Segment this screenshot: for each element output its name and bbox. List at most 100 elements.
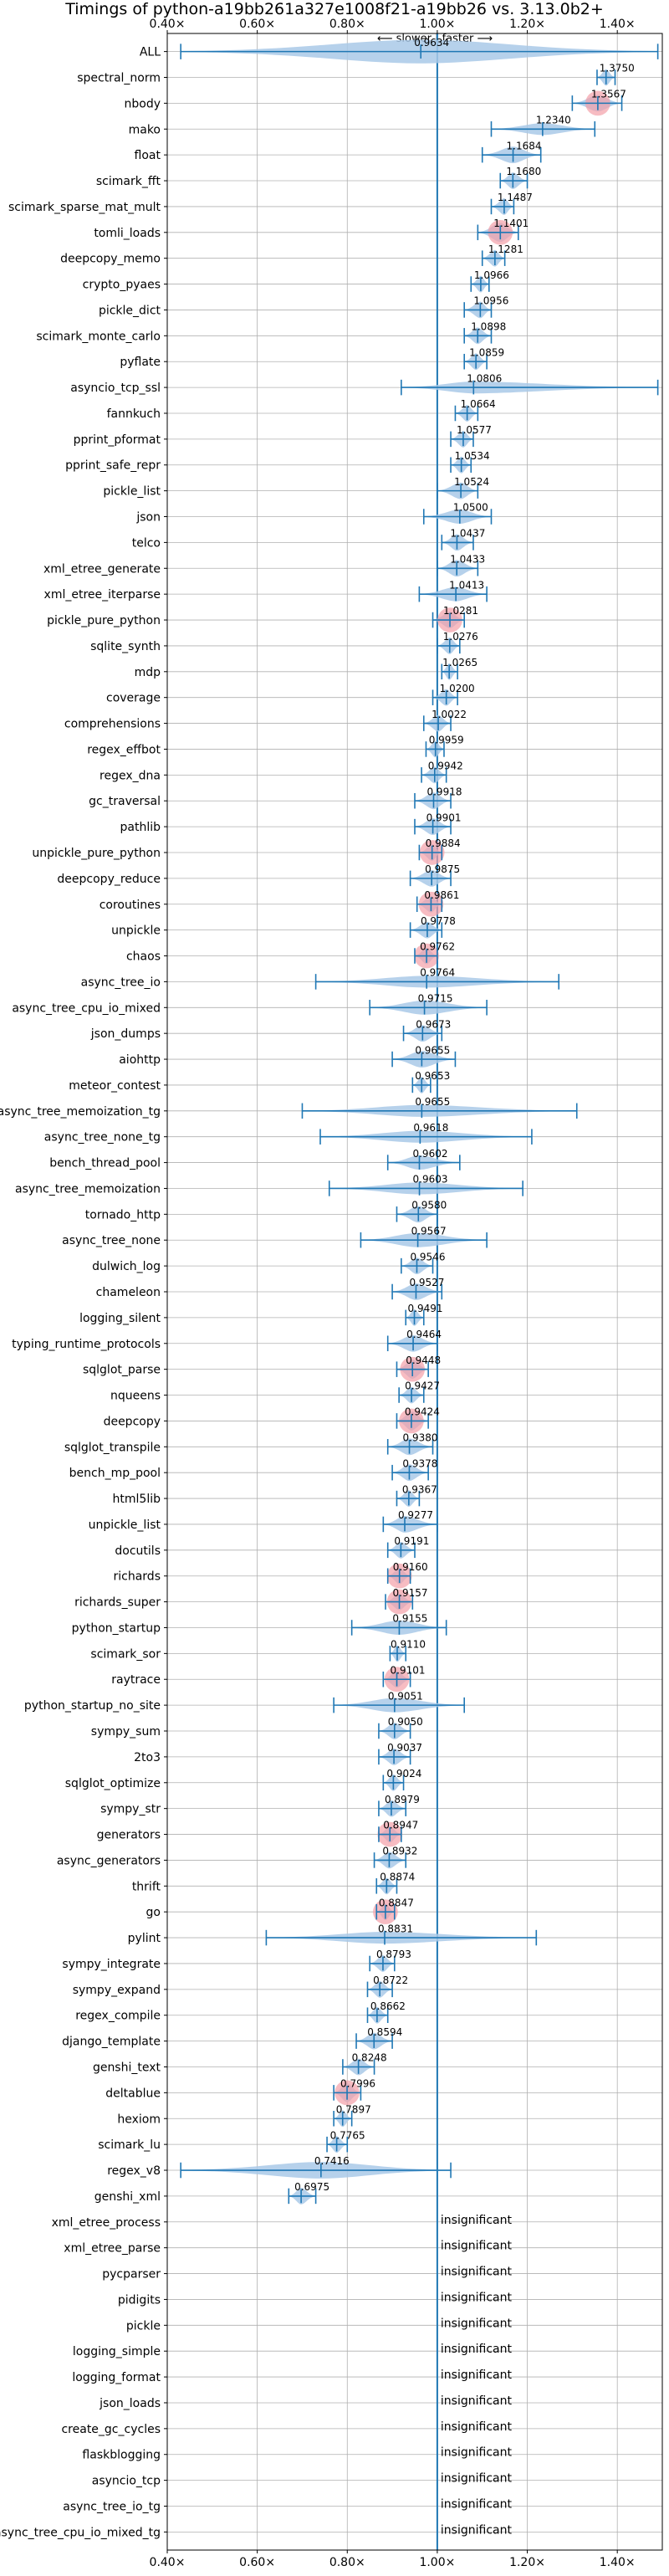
value-annotations: 0.9634 1.3750 1.3567 1.2340 1.1684 1.1680 1.14… <box>294 37 635 2538</box>
category-label: asyncio_tcp_ssl <box>70 382 161 395</box>
category-label: float <box>135 149 161 162</box>
value-annotation: 0.9634 <box>414 37 449 49</box>
value-annotation: 1.0534 <box>455 450 490 462</box>
category-label: sqlglot_optimize <box>65 1777 161 1790</box>
value-annotation: 1.0966 <box>474 269 509 281</box>
category-label: unpickle_list <box>89 1518 161 1532</box>
category-label: json <box>135 511 161 525</box>
value-annotation: 0.9110 <box>391 1639 426 1651</box>
category-label: pyflate <box>120 356 161 369</box>
category-label: html5lib <box>113 1493 161 1506</box>
category-label: logging_silent <box>79 1312 161 1325</box>
category-label: regex_compile <box>75 2010 161 2023</box>
category-label: async_tree_none_tg <box>44 1131 161 1145</box>
value-annotation: 0.9959 <box>429 735 464 746</box>
value-annotation: 0.9160 <box>393 1561 428 1573</box>
category-label: pickle <box>126 2319 161 2333</box>
category-label: async_tree_io <box>81 976 161 989</box>
value-annotation: 1.1680 <box>506 166 541 177</box>
insignificant-label: insignificant <box>441 2523 513 2537</box>
insignificant-label: insignificant <box>441 2497 513 2511</box>
value-annotation: 0.8874 <box>380 1872 415 1883</box>
value-annotation: 0.9918 <box>426 786 462 797</box>
category-label: xml_etree_generate <box>43 562 161 576</box>
category-label: async_generators <box>57 1854 161 1867</box>
category-label: unpickle <box>111 924 161 938</box>
value-annotation: 1.3750 <box>600 63 635 74</box>
insignificant-label: insignificant <box>441 2291 513 2304</box>
category-label: regex_v8 <box>107 2164 161 2178</box>
category-label: deepcopy <box>104 1415 161 1428</box>
insignificant-label: insignificant <box>441 2446 513 2460</box>
value-annotation: 0.9191 <box>394 1535 429 1547</box>
category-label: bench_thread_pool <box>49 1157 161 1170</box>
value-annotation: 0.9050 <box>388 1716 423 1728</box>
category-label: sympy_sum <box>91 1725 161 1739</box>
value-annotation: 0.9157 <box>393 1587 428 1599</box>
category-label: pidigits <box>118 2293 161 2307</box>
category-label: scimark_monte_carlo <box>36 330 161 343</box>
category-label: xml_etree_parse <box>64 2242 161 2256</box>
tick-label-top: 1.00× <box>419 18 455 31</box>
value-annotation: 0.9024 <box>386 1768 421 1780</box>
value-annotation: 1.0413 <box>449 579 484 591</box>
value-annotation: 0.8947 <box>383 1820 418 1831</box>
value-annotation: 1.0859 <box>469 346 504 358</box>
category-label: regex_effbot <box>87 743 161 756</box>
value-annotation: 0.9875 <box>425 863 460 875</box>
category-label: richards <box>114 1570 161 1584</box>
category-label: 2to3 <box>134 1751 161 1764</box>
insignificant-label: insignificant <box>441 2472 513 2486</box>
category-label: mako <box>129 123 161 136</box>
value-annotation: 0.8979 <box>385 1794 420 1805</box>
category-label: logging_simple <box>73 2345 161 2358</box>
value-annotation: 1.0200 <box>440 683 475 694</box>
value-annotation: 0.8847 <box>379 1897 414 1908</box>
category-label: richards_super <box>74 1596 161 1610</box>
category-label: chaos <box>126 950 161 964</box>
category-label: genshi_text <box>93 2061 161 2074</box>
value-annotation: 0.9277 <box>398 1509 433 1521</box>
value-annotation: 0.9464 <box>406 1329 442 1340</box>
category-label: scimark_sor <box>90 1647 161 1661</box>
value-annotation: 1.0577 <box>457 424 492 436</box>
tick-label-bottom: 0.40× <box>150 2556 186 2569</box>
value-annotation: 1.0022 <box>432 709 467 720</box>
category-label: ALL <box>140 46 161 59</box>
tick-label-top: 0.60× <box>239 18 275 31</box>
value-annotation: 1.1684 <box>507 140 542 151</box>
category-label: sympy_integrate <box>62 1958 161 1971</box>
category-label: asyncio_tcp <box>92 2475 161 2488</box>
category-label: dulwich_log <box>92 1260 161 1273</box>
category-label: deltablue <box>105 2087 161 2100</box>
category-label: unpickle_pure_python <box>32 847 161 860</box>
value-annotation: 1.1281 <box>488 243 523 255</box>
tick-label-top: 1.20× <box>509 18 545 31</box>
value-annotation: 0.9367 <box>402 1483 437 1495</box>
value-annotation: 1.0524 <box>454 476 489 488</box>
category-label: fannkuch <box>107 407 161 421</box>
category-label: telco <box>132 536 161 550</box>
tick-label-top: 0.40× <box>150 18 186 31</box>
value-annotation: 1.0664 <box>461 398 496 410</box>
category-label: async_tree_cpu_io_mixed_tg <box>0 2526 161 2539</box>
category-label: xml_etree_iterparse <box>44 588 161 602</box>
value-annotation: 1.0956 <box>473 295 508 307</box>
value-annotation: 0.7996 <box>340 2078 375 2090</box>
value-annotation: 0.9380 <box>403 1432 438 1444</box>
value-annotation: 0.9655 <box>415 1044 450 1056</box>
tick-label-top: 1.40× <box>600 18 636 31</box>
chart-title: Timings of python-a19bb261a327e1008f21-a… <box>64 0 604 18</box>
category-label: pickle_pure_python <box>47 614 161 627</box>
value-annotation: 0.7765 <box>330 2129 365 2141</box>
category-label: generators <box>97 1829 161 1842</box>
category-label: json_loads <box>99 2397 161 2410</box>
tick-label-bottom: 1.40× <box>600 2556 636 2569</box>
category-label: chameleon <box>96 1286 161 1299</box>
category-label: sympy_expand <box>73 1984 161 1997</box>
category-label: create_gc_cycles <box>61 2423 161 2436</box>
value-annotation: 0.9424 <box>405 1406 440 1418</box>
category-label: spectral_norm <box>77 72 161 85</box>
category-label: thrift <box>132 1880 161 1893</box>
